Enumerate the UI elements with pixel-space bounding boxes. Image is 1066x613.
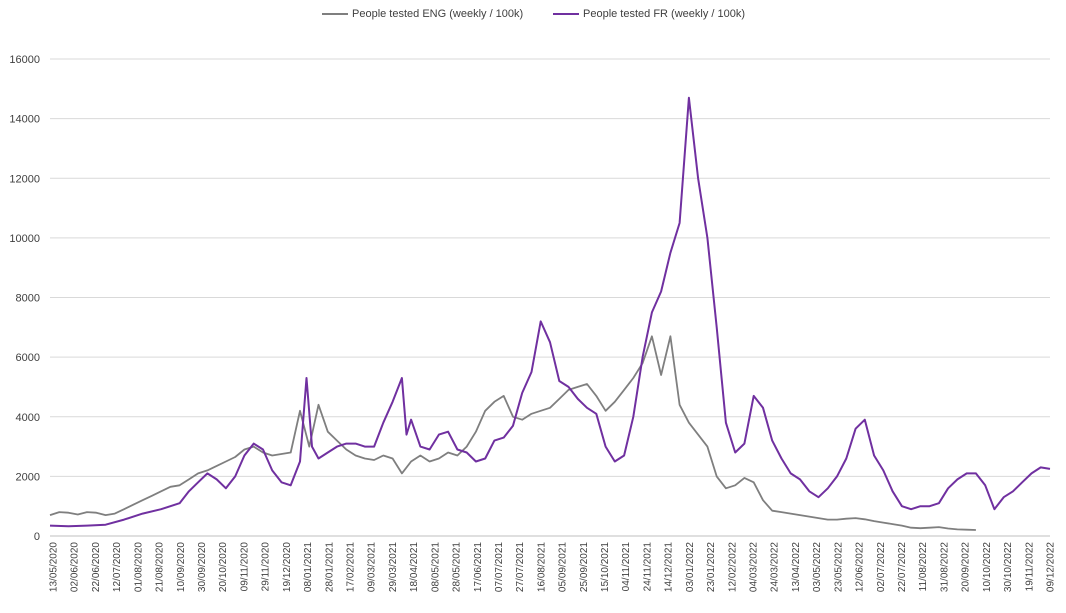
x-tick-label: 17/06/2021 <box>473 542 484 592</box>
y-tick-label: 10000 <box>9 233 40 245</box>
x-tick-label: 22/06/2020 <box>91 542 102 592</box>
x-tick-label: 03/01/2022 <box>685 542 696 592</box>
x-tick-label: 15/10/2021 <box>600 542 611 592</box>
series-line-eng <box>49 335 976 531</box>
y-tick-label: 12000 <box>9 173 40 185</box>
y-tick-label: 0 <box>34 531 40 543</box>
x-tick-label: 20/10/2020 <box>218 542 229 592</box>
y-tick-label: 14000 <box>9 114 40 126</box>
x-tick-label: 13/05/2020 <box>49 542 60 592</box>
y-tick-label: 2000 <box>16 471 40 483</box>
series-line-fr <box>49 96 1051 528</box>
x-tick-label: 07/07/2021 <box>494 542 505 592</box>
x-tick-label: 18/04/2021 <box>409 542 420 592</box>
x-tick-label: 12/02/2022 <box>727 542 738 592</box>
x-tick-label: 10/09/2020 <box>176 542 187 592</box>
x-tick-label: 04/11/2021 <box>621 542 632 592</box>
y-axis-ticks: 0 2000 4000 6000 8000 10000 12000 14000 16000 <box>9 54 40 543</box>
x-tick-label: 20/09/2022 <box>961 542 972 592</box>
legend-label-eng: People tested ENG (weekly / 100k) <box>352 8 524 20</box>
series-lines <box>49 96 1051 531</box>
x-tick-label: 24/03/2022 <box>770 542 781 592</box>
legend-swatch-fr <box>553 13 579 15</box>
legend-swatch-eng <box>322 13 348 15</box>
x-tick-label: 11/08/2022 <box>918 542 929 592</box>
y-tick-label: 6000 <box>16 352 40 364</box>
x-tick-label: 19/11/2022 <box>1024 542 1035 592</box>
x-tick-label: 12/06/2022 <box>855 542 866 592</box>
x-tick-label: 30/09/2020 <box>197 542 208 592</box>
legend-label-fr: People tested FR (weekly / 100k) <box>583 8 746 20</box>
y-tick-label: 8000 <box>16 293 40 305</box>
x-tick-label: 12/07/2020 <box>112 542 123 592</box>
legend-item-eng: People tested ENG (weekly / 100k) <box>322 8 523 20</box>
x-tick-label: 03/05/2022 <box>812 542 823 592</box>
x-tick-label: 19/12/2020 <box>282 542 293 592</box>
x-tick-label: 02/07/2022 <box>876 542 887 592</box>
x-tick-label: 30/10/2022 <box>1003 542 1014 592</box>
x-tick-label: 28/01/2021 <box>324 542 335 592</box>
x-tick-label: 23/01/2022 <box>706 542 717 592</box>
x-tick-label: 08/05/2021 <box>430 542 441 592</box>
x-tick-label: 29/03/2021 <box>388 542 399 592</box>
x-tick-label: 10/10/2022 <box>982 542 993 592</box>
x-tick-label: 23/05/2022 <box>833 542 844 592</box>
x-axis: 13/05/2020 02/06/2020 22/06/2020 12/07/2020… <box>49 535 1057 592</box>
x-tick-label: 14/12/2021 <box>664 542 675 592</box>
x-tick-label: 28/05/2021 <box>452 542 463 592</box>
x-tick-label: 09/11/2020 <box>239 542 250 592</box>
x-tick-label: 17/02/2021 <box>345 542 356 592</box>
x-tick-label: 27/07/2021 <box>515 542 526 592</box>
x-tick-label: 09/03/2021 <box>367 542 378 592</box>
x-tick-label: 04/03/2022 <box>749 542 760 592</box>
x-tick-label: 25/09/2021 <box>579 542 590 592</box>
x-tick-label: 09/12/2022 <box>1046 542 1057 592</box>
x-tick-label: 22/07/2022 <box>897 542 908 592</box>
x-tick-label: 02/06/2020 <box>70 542 81 592</box>
x-tick-label: 01/08/2020 <box>133 542 144 592</box>
x-tick-label: 31/08/2022 <box>939 542 950 592</box>
x-tick-label: 05/09/2021 <box>558 542 569 592</box>
x-tick-label: 24/11/2021 <box>642 542 653 592</box>
legend: People tested ENG (weekly / 100k) People… <box>0 8 1066 28</box>
x-tick-label: 16/08/2021 <box>536 542 547 592</box>
legend-item-fr: People tested FR (weekly / 100k) <box>553 8 745 20</box>
y-tick-label: 4000 <box>16 412 40 424</box>
x-tick-label: 13/04/2022 <box>791 542 802 592</box>
x-tick-label: 21/08/2020 <box>155 542 166 592</box>
x-tick-label: 29/11/2020 <box>261 542 272 592</box>
gridlines <box>50 58 1050 477</box>
x-tick-label: 08/01/2021 <box>303 542 314 592</box>
y-tick-label: 16000 <box>9 54 40 66</box>
